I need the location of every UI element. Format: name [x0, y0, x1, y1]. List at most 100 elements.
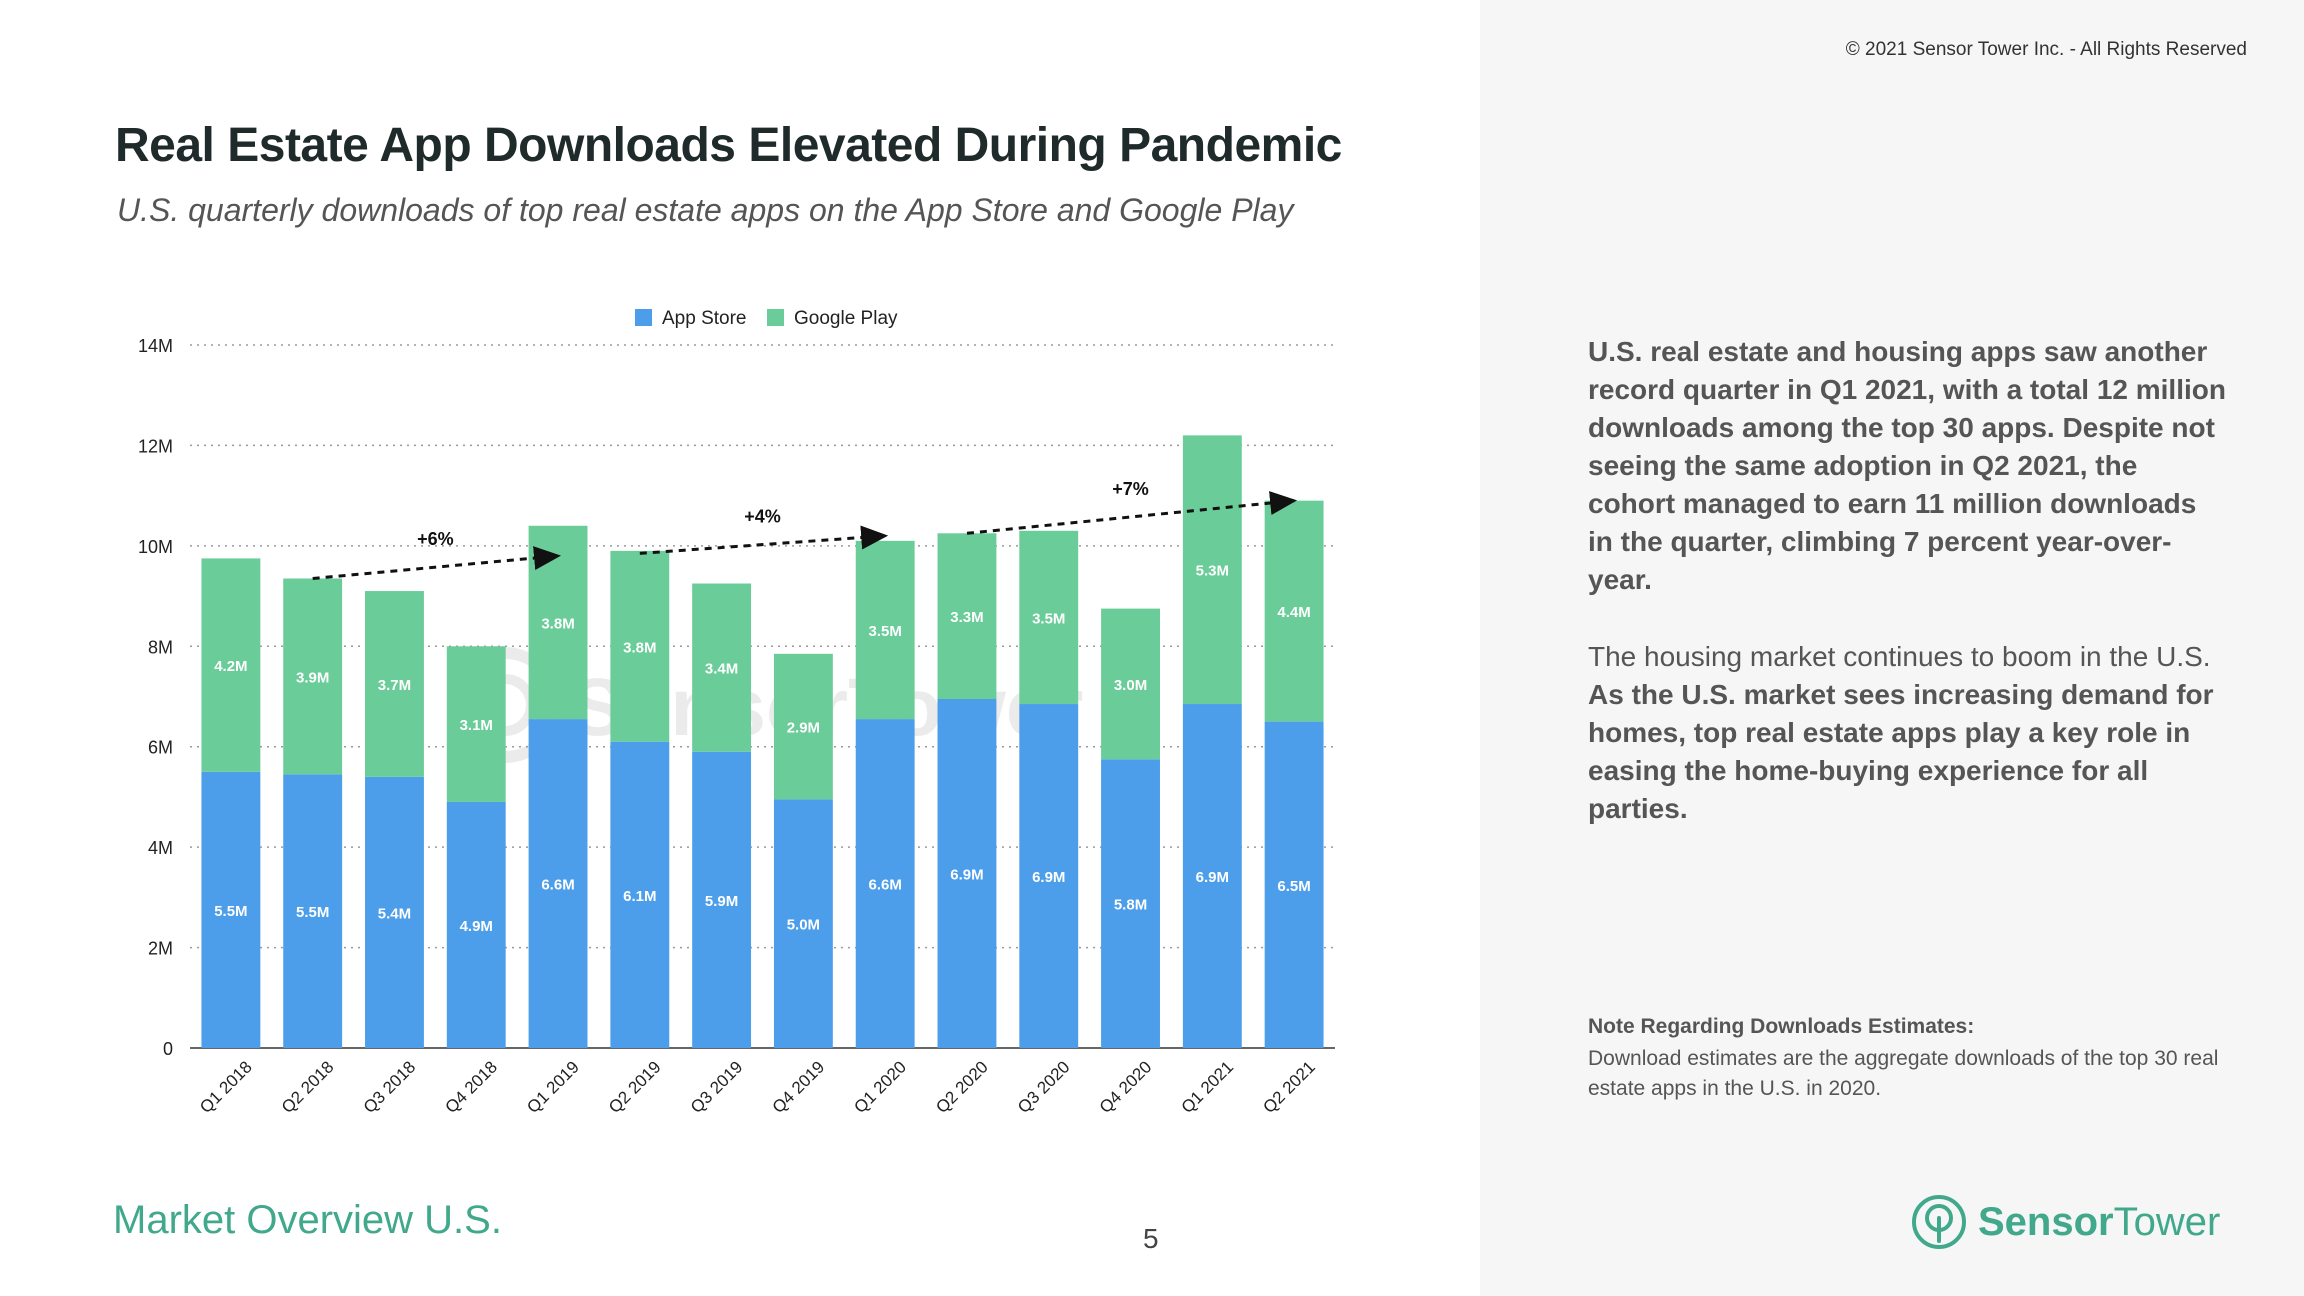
market-paragraph-emphasis: As the U.S. market sees increasing deman…	[1588, 679, 2214, 824]
bar-app-store	[692, 751, 752, 1048]
bar-app-store	[610, 741, 670, 1048]
bar-app-store	[855, 719, 915, 1048]
data-label: 3.8M	[541, 615, 574, 632]
data-label: 3.3M	[950, 609, 983, 626]
x-tick-label: Q4 2019	[769, 1057, 829, 1117]
summary-paragraph: U.S. real estate and housing apps saw an…	[1588, 336, 2226, 595]
data-label: 5.0M	[787, 917, 820, 934]
x-tick-label: Q2 2018	[278, 1057, 338, 1117]
legend-swatch-google-play	[767, 309, 784, 326]
bar-app-store	[1101, 759, 1160, 1048]
legend-label-google-play: Google Play	[794, 308, 898, 329]
bar-google-play	[1264, 500, 1324, 722]
data-label: 6.6M	[868, 877, 901, 894]
copyright-notice: © 2021 Sensor Tower Inc. - All Rights Re…	[1845, 39, 2247, 60]
page-subtitle: U.S. quarterly downloads of top real est…	[117, 192, 1294, 228]
data-label: 5.5M	[296, 904, 329, 921]
data-label: 5.5M	[214, 903, 247, 920]
data-label: 3.8M	[623, 639, 656, 656]
data-label: 6.9M	[1032, 869, 1065, 886]
data-label: 6.9M	[1196, 869, 1229, 886]
data-label: 4.2M	[214, 658, 247, 675]
data-label: 6.9M	[950, 867, 983, 884]
brand-word-tower: Tower	[2113, 1199, 2221, 1244]
data-label: 4.9M	[460, 918, 493, 935]
bar-google-play	[1019, 530, 1079, 705]
data-label: 3.0M	[1114, 677, 1147, 694]
bar-google-play	[446, 646, 506, 802]
bar-google-play	[283, 578, 343, 775]
x-tick-label: Q3 2019	[687, 1057, 747, 1117]
x-tick-label: Q2 2020	[932, 1057, 992, 1117]
trend-label: +6%	[417, 529, 454, 549]
data-label: 6.5M	[1277, 878, 1310, 895]
bar-app-store	[446, 801, 506, 1048]
y-tick-label: 2M	[148, 939, 173, 959]
legend: App Store Google Play	[635, 308, 898, 329]
data-label: 5.4M	[378, 905, 411, 922]
page-number: 5	[1143, 1223, 1159, 1254]
note-title: Note Regarding Downloads Estimates:	[1588, 1015, 1975, 1038]
section-label: Market Overview U.S.	[113, 1198, 502, 1242]
bar-google-play	[365, 591, 424, 777]
bar-app-store	[201, 771, 261, 1048]
trend-arrow	[966, 491, 1298, 535]
bar-google-play	[773, 653, 833, 800]
market-paragraph-lead: The housing market continues to boom in …	[1588, 641, 2211, 672]
y-tick-label: 6M	[148, 738, 173, 758]
y-tick-label: 4M	[148, 838, 173, 858]
bar-labels: 5.5M 4.2M 5.5M 3.9M 5.4M 3.7M 4.9M 3.1M 6.6M 3.8M…	[214, 563, 1311, 935]
bar-app-store	[1264, 721, 1324, 1048]
x-tick-label: Q3 2018	[360, 1057, 420, 1117]
data-label: 5.3M	[1196, 563, 1229, 580]
bars	[201, 435, 1324, 1048]
x-tick-label: Q1 2020	[850, 1057, 910, 1117]
bar-app-store	[773, 799, 833, 1048]
data-label: 2.9M	[787, 720, 820, 737]
data-label: 3.5M	[1032, 610, 1065, 627]
data-label: 3.1M	[460, 717, 493, 734]
trend-arrow	[312, 546, 562, 580]
trend-label: +4%	[744, 507, 781, 527]
data-label: 3.7M	[378, 677, 411, 694]
data-label: 3.9M	[296, 669, 329, 686]
sensor-tower-logo-icon	[1912, 1195, 1966, 1249]
x-tick-label: Q1 2019	[523, 1057, 583, 1117]
note-body: Download estimates are the aggregate dow…	[1588, 1047, 2219, 1100]
y-tick-label: 8M	[148, 637, 173, 657]
bar-google-play	[1101, 608, 1160, 760]
bar-google-play	[610, 550, 670, 742]
bar-app-store	[528, 719, 588, 1048]
bar-app-store	[937, 699, 997, 1048]
y-tick-label: 0	[163, 1039, 173, 1059]
x-tick-label: Q4 2018	[442, 1057, 502, 1117]
legend-label-app-store: App Store	[662, 308, 747, 329]
bar-app-store	[1182, 704, 1242, 1048]
brand-logo: SensorTower	[1910, 1193, 2220, 1251]
x-tick-label: Q2 2019	[605, 1057, 665, 1117]
y-tick-label: 14M	[138, 336, 173, 356]
bar-google-play	[201, 558, 261, 772]
data-label: 5.9M	[705, 893, 738, 910]
bar-app-store	[283, 774, 343, 1048]
trend-arrow	[639, 525, 889, 555]
x-tick-label: Q3 2020	[1014, 1057, 1074, 1117]
x-tick-label: Q2 2021	[1259, 1057, 1319, 1117]
y-tick-label: 12M	[138, 436, 173, 456]
brand-word-sensor: Sensor	[1978, 1199, 2114, 1244]
right-panel	[1480, 0, 2304, 1296]
data-label: 6.1M	[623, 888, 656, 905]
market-paragraph: The housing market continues to boom in …	[1588, 638, 2228, 828]
x-axis: Q1 2018 Q2 2018 Q3 2018 Q4 2018 Q1 2019 Q2 20…	[196, 1057, 1319, 1117]
bar-google-play	[692, 583, 752, 752]
bar-app-store	[1019, 704, 1079, 1048]
x-tick-label: Q4 2020	[1096, 1057, 1156, 1117]
legend-swatch-app-store	[635, 309, 652, 326]
brand-wordmark: SensorTower	[1978, 1200, 2220, 1245]
y-axis: 0 2M 4M 6M 8M 10M 12M 14M	[138, 336, 173, 1059]
y-tick-label: 10M	[138, 537, 173, 557]
bar-google-play	[855, 540, 915, 720]
bar-app-store	[365, 776, 424, 1048]
bar-google-play	[1182, 435, 1242, 705]
